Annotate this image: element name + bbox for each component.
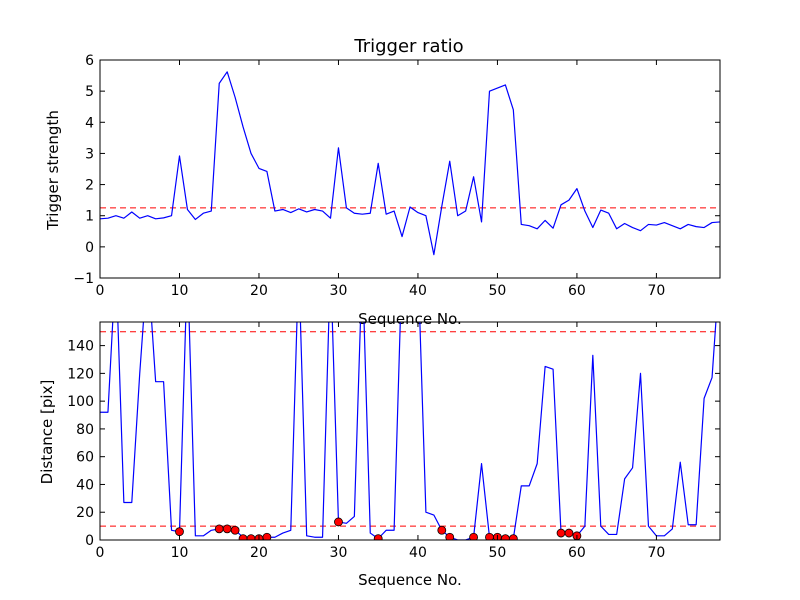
trigger-ratio-ytick-label: 1 — [85, 209, 94, 225]
distance-xtick-label: 20 — [250, 545, 268, 561]
trigger-ratio-xtick-label: 60 — [568, 283, 586, 299]
distance-marker-point — [564, 528, 574, 538]
distance-marker-point — [508, 534, 518, 540]
distance-marker-point — [262, 532, 272, 540]
distance-marker-point — [445, 532, 455, 540]
trigger-ratio-xtick-label: 0 — [96, 283, 105, 299]
distance-xtick-label: 40 — [409, 545, 427, 561]
distance-xtick-label: 50 — [489, 545, 507, 561]
distance-ytick-label: 80 — [76, 422, 94, 438]
trigger-ratio-xtick-label: 40 — [409, 283, 427, 299]
distance-xtick-label: 60 — [568, 545, 586, 561]
distance-marker-point — [373, 534, 383, 540]
trigger-ratio-xtick-label: 30 — [330, 283, 348, 299]
distance-ylabel: Distance [pix] — [38, 380, 56, 485]
distance-ytick-label: 40 — [76, 477, 94, 493]
trigger-ratio-plot: Trigger ratio 0 10 20 30 40 50 60 70 −10123456 … — [44, 36, 721, 328]
distance-xtick-label: 0 — [96, 545, 105, 561]
distance-axes-frame — [99, 321, 721, 541]
distance-xtick-label: 30 — [330, 545, 348, 561]
trigger-ratio-xtick-label: 50 — [489, 283, 507, 299]
trigger-ratio-ylabel: Trigger strength — [44, 110, 62, 231]
distance-marker-point — [175, 527, 184, 537]
distance-ytick-label: 120 — [67, 366, 94, 382]
distance-xlabel: Sequence No. — [358, 571, 462, 589]
trigger-ratio-xtick-label: 70 — [647, 283, 665, 299]
trigger-ratio-axes-frame — [99, 59, 721, 279]
trigger-ratio-xtick-label: 10 — [171, 283, 189, 299]
distance-xtick-label: 70 — [647, 545, 665, 561]
distance-marker-point — [469, 532, 478, 540]
distance-plot: 0 10 20 30 40 50 60 70 0 20 40 60 80 100 120 140 Seque… — [38, 321, 721, 589]
trigger-ratio-ytick-label: 0 — [85, 240, 94, 256]
trigger-ratio-ytick-label: −1 — [73, 271, 94, 287]
distance-ytick-label: 100 — [67, 394, 94, 410]
trigger-ratio-xlabel: Sequence No. — [358, 310, 462, 328]
distance-series-line — [100, 322, 717, 540]
trigger-ratio-ytick-label: 2 — [85, 178, 94, 194]
distance-marker-point — [556, 528, 566, 538]
trigger-ratio-ytick-label: 3 — [85, 146, 94, 162]
distance-ytick-label: 20 — [76, 505, 94, 521]
trigger-ratio-ytick-label: 6 — [85, 53, 94, 69]
trigger-ratio-ytick-label: 4 — [85, 115, 94, 131]
distance-xtick-label: 10 — [171, 545, 189, 561]
distance-ytick-label: 140 — [67, 339, 94, 355]
distance-marker-point — [222, 524, 232, 534]
distance-ytick-label: 0 — [85, 533, 94, 549]
distance-marker-point — [334, 517, 343, 527]
distance-marker-point — [214, 524, 224, 534]
trigger-ratio-xtick-label: 20 — [250, 283, 268, 299]
distance-ytick-label: 60 — [76, 450, 94, 466]
trigger-ratio-title: Trigger ratio — [353, 36, 463, 57]
trigger-ratio-series-line — [100, 71, 720, 256]
distance-marker-point — [230, 525, 240, 535]
distance-marker-point — [437, 525, 447, 535]
trigger-ratio-ytick-label: 5 — [85, 84, 94, 100]
